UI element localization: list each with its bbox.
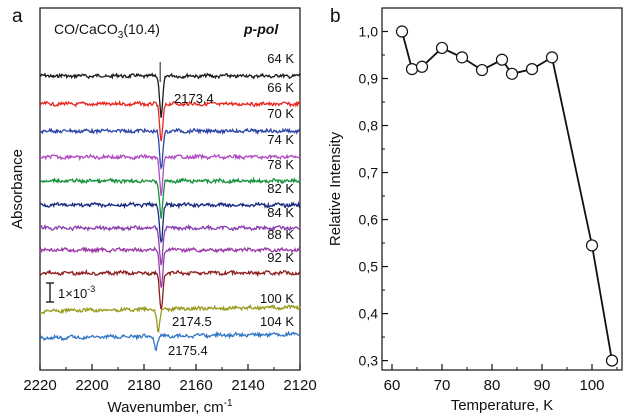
panel-a-x-tick-label: 2180: [127, 377, 160, 394]
peak-annotation: 2175.4: [168, 343, 208, 358]
spectrum-line: [39, 200, 301, 244]
data-point: [505, 67, 519, 80]
data-point: [415, 60, 429, 73]
data-point: [545, 51, 559, 64]
polarization-label: p-pol: [243, 21, 279, 37]
panel-a-x-tick-label: 2200: [75, 377, 108, 394]
panel-b-y-axis-label: Relative Intensity: [327, 131, 344, 246]
data-point: [525, 63, 539, 76]
spectrum-line: [40, 330, 301, 352]
panel-a-label: a: [12, 6, 23, 27]
peak-annotation: 2174.5: [172, 314, 212, 329]
panel-b-label: b: [330, 6, 341, 27]
spectrum-line: [39, 72, 301, 118]
panel-b: b 0,3 0,4 0,5 0,6 0,7 0,8 0,9 1,0 60 70 80 90 100 T…: [327, 6, 623, 414]
data-point: [395, 25, 409, 38]
data-point: [405, 63, 419, 76]
intensity-line: [401, 31, 613, 361]
panel-b-y-tick-label: 0,8: [359, 118, 379, 134]
panel-b-y-tick-label: 0,9: [359, 71, 379, 87]
panel-b-x-tick-label: 100: [579, 377, 604, 394]
spectrum-line: [39, 176, 301, 219]
panel-b-x-tick-label: 60: [384, 377, 401, 394]
spectra-group: 64 K 66 K 70 K 74 K 78 K 82 K 84 K 88 K 92 K 100 …: [39, 51, 301, 358]
series-label: 84 K: [267, 205, 294, 220]
panel-b-data: [395, 25, 619, 367]
panel-b-y-tick-label: 0,4: [359, 306, 379, 322]
spectrum-line: [39, 99, 301, 142]
peak-annotation: 2173.4: [174, 91, 214, 106]
panel-b-x-tick-label: 70: [434, 377, 451, 394]
panel-a-x-ticks: 2220 2200 2180 2160 2140 2120: [23, 364, 317, 394]
series-label: 74 K: [267, 132, 294, 147]
data-point: [435, 41, 449, 55]
series-label: 66 K: [267, 80, 294, 95]
panel-a-x-tick-label: 2120: [283, 377, 316, 394]
series-label: 92 K: [267, 250, 294, 265]
panel-b-y-tick-label: 0,5: [359, 259, 379, 275]
spectrum-line: [39, 223, 301, 266]
panel-b-x-axis-label: Temperature, K: [451, 397, 554, 414]
spectrum-line: [39, 152, 301, 196]
panel-b-y-tick-label: 0,6: [359, 212, 379, 228]
data-point: [605, 354, 619, 367]
series-label: 82 K: [267, 181, 294, 196]
panel-a-x-tick-label: 2220: [23, 377, 56, 394]
spectrum-line: [39, 268, 301, 310]
panel-a-x-tick-label: 2140: [231, 377, 264, 394]
series-label: 88 K: [267, 227, 294, 242]
panel-b-y-tick-label: 0,3: [359, 353, 379, 369]
panel-a-y-axis-label: Absorbance: [9, 149, 26, 229]
panel-b-x-tick-label: 90: [534, 377, 551, 394]
panel-b-y-tick-label: 1,0: [359, 24, 379, 40]
spectrum-line: [39, 303, 301, 334]
panel-a: a CO/CaCO3(10.4) p-pol 64 K 66 K 70 K 74 K 7…: [9, 6, 317, 416]
series-label: 78 K: [267, 157, 294, 172]
series-label: 64 K: [267, 51, 294, 66]
series-label: 104 K: [260, 314, 294, 329]
scale-bar-label: 1×10-3: [58, 284, 95, 301]
spectrum-line: [39, 246, 301, 288]
panel-b-frame: [381, 7, 623, 371]
data-point: [495, 53, 509, 66]
series-label: 70 K: [267, 106, 294, 121]
panel-b-x-tick-label: 80: [484, 377, 501, 394]
panel-a-x-axis-label: Wavenumber, cm-1: [107, 398, 232, 416]
data-point: [585, 239, 599, 252]
data-point: [455, 51, 469, 64]
panel-b-y-ticks: 0,3 0,4 0,5 0,6 0,7 0,8 0,9 1,0: [359, 24, 388, 369]
panel-b-x-ticks: 60 70 80 90 100: [384, 364, 618, 394]
spectrum-line: [39, 127, 301, 171]
scale-bar: 1×10-3: [46, 282, 95, 303]
panel-a-x-tick-label: 2160: [179, 377, 212, 394]
data-point: [475, 63, 489, 77]
series-label: 100 K: [260, 291, 294, 306]
panel-b-y-tick-label: 0,7: [359, 165, 379, 181]
panel-a-title: CO/CaCO3(10.4): [54, 21, 160, 41]
